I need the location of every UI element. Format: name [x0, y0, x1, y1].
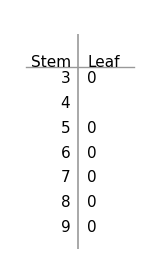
Text: 0: 0 — [87, 171, 97, 185]
Text: 0: 0 — [87, 71, 97, 86]
Text: 0: 0 — [87, 220, 97, 235]
Text: 8: 8 — [61, 195, 70, 210]
Text: 0: 0 — [87, 121, 97, 136]
Text: 3: 3 — [61, 71, 70, 86]
Text: 7: 7 — [61, 171, 70, 185]
Text: 6: 6 — [61, 146, 70, 161]
Text: 0: 0 — [87, 146, 97, 161]
Text: 4: 4 — [61, 96, 70, 111]
Text: Stem: Stem — [31, 55, 71, 70]
Text: Leaf: Leaf — [87, 55, 120, 70]
Text: 9: 9 — [61, 220, 70, 235]
Text: 5: 5 — [61, 121, 70, 136]
Text: 0: 0 — [87, 195, 97, 210]
